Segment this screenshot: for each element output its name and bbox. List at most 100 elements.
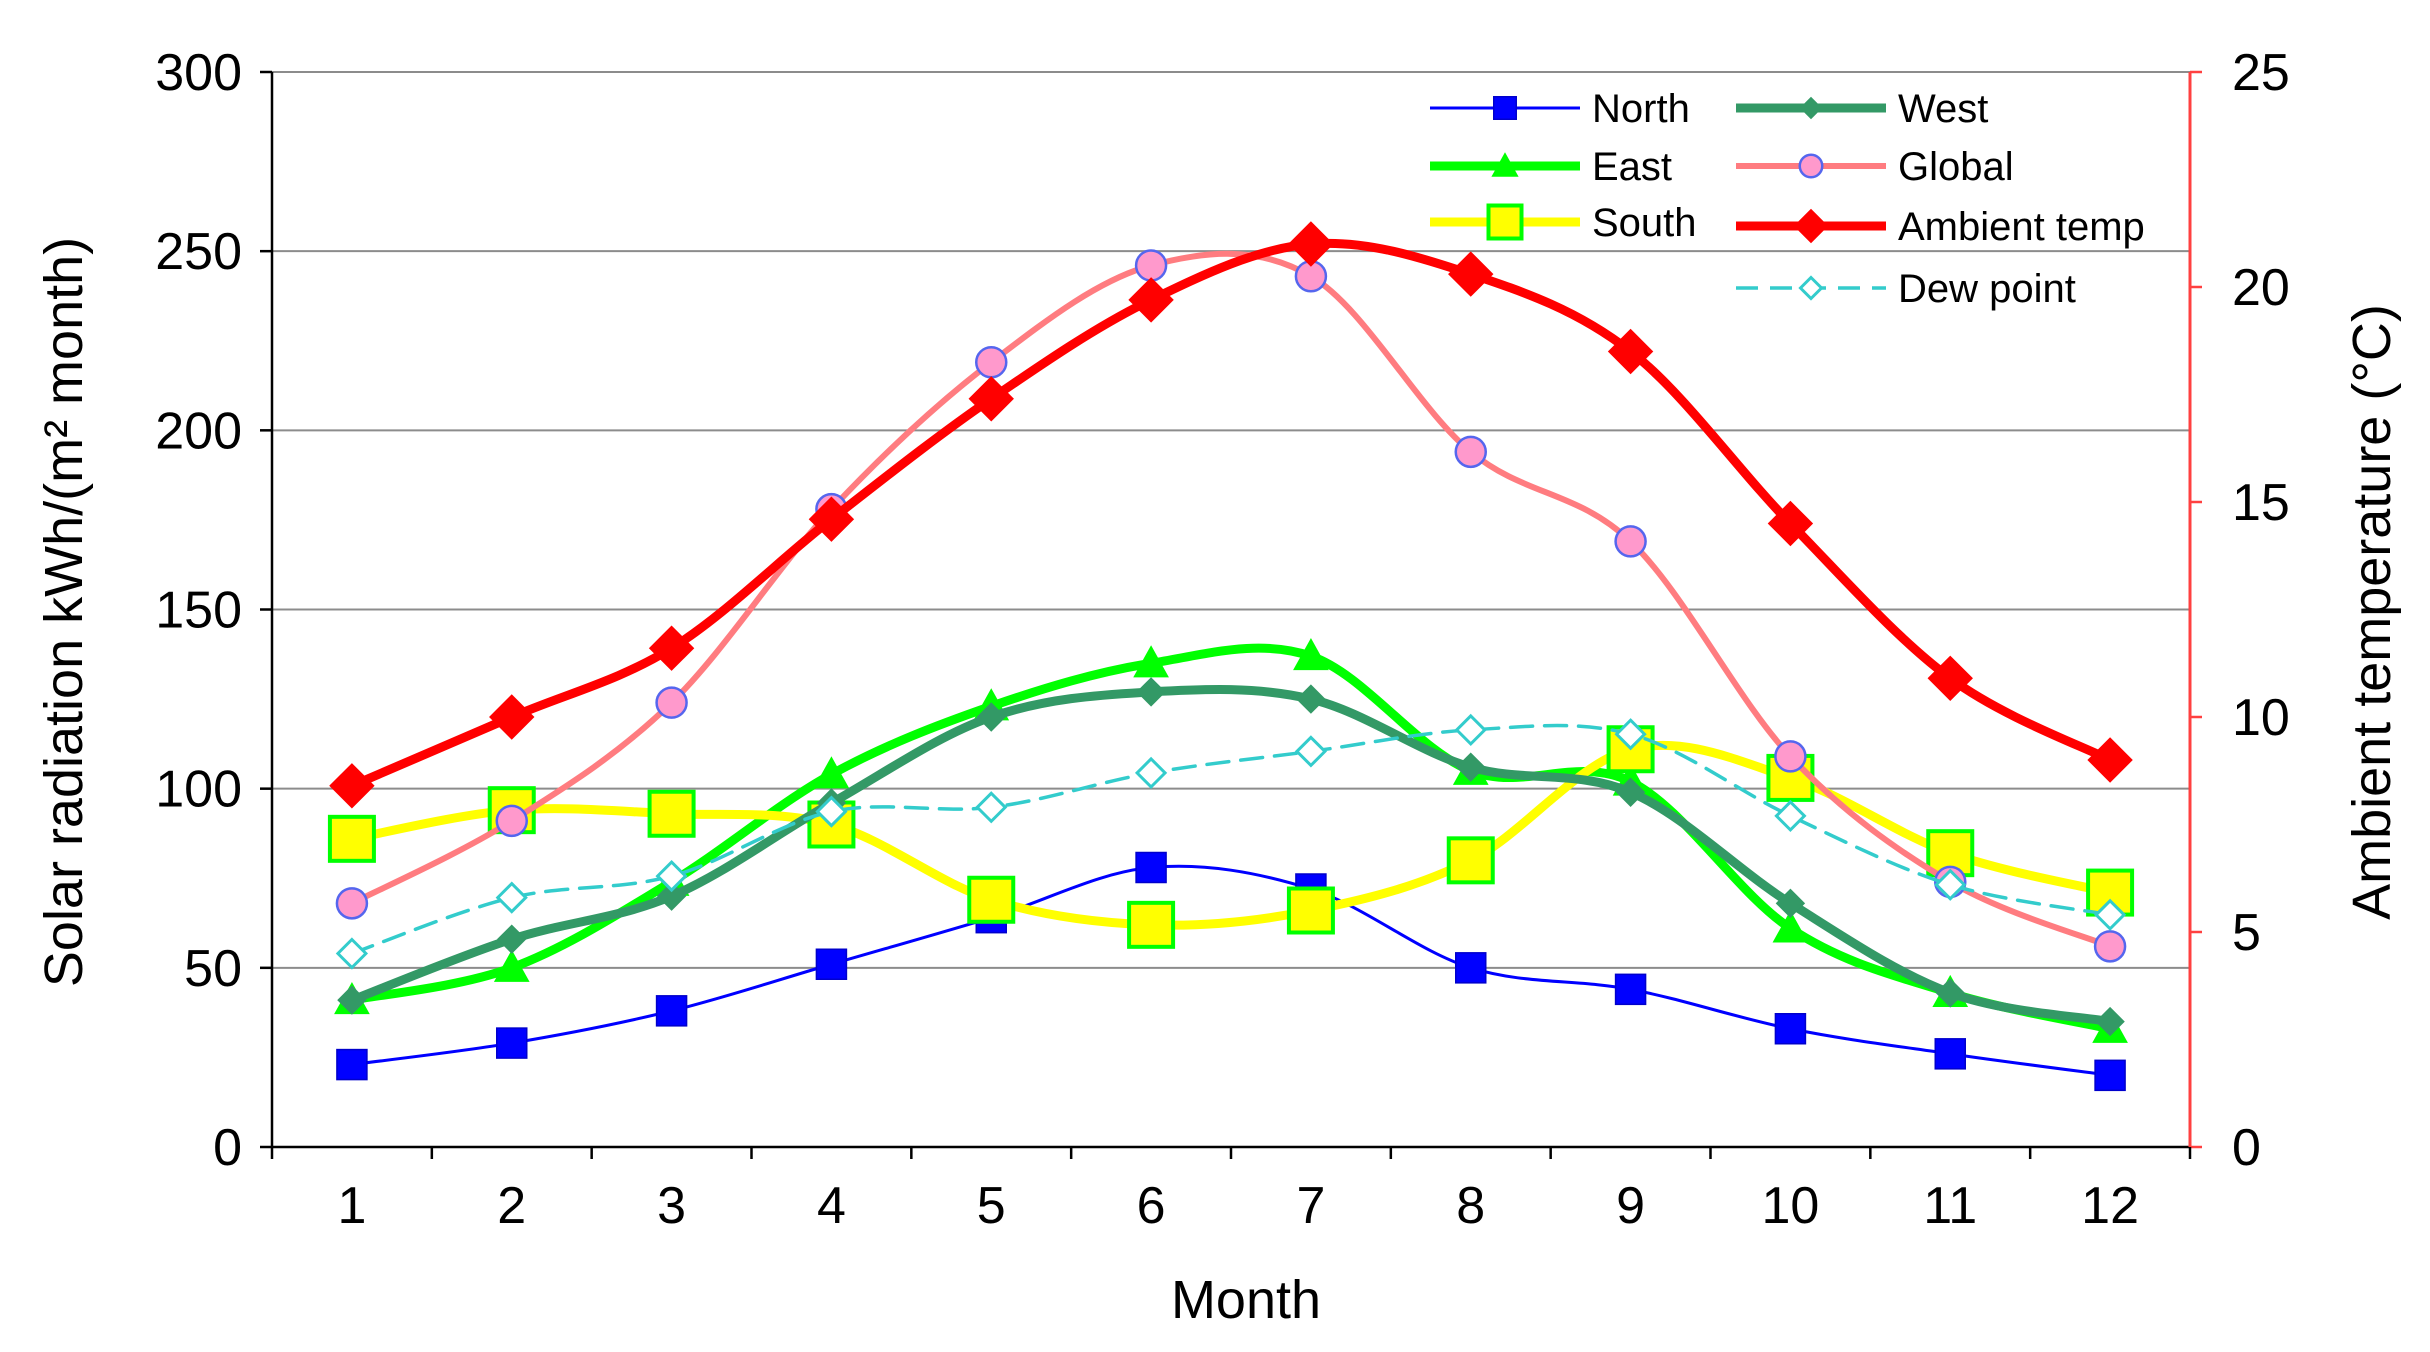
gridlines [272, 71, 2190, 969]
data-point [337, 985, 367, 1015]
legend-label: West [1898, 87, 1988, 131]
legend-item: Dew point [1736, 267, 2076, 311]
data-point [335, 937, 369, 970]
data-point [335, 887, 369, 920]
y-tick-label: 0 [213, 1119, 242, 1177]
data-point [1293, 638, 1329, 671]
y-tick-label: 300 [155, 44, 242, 102]
x-tick-label: 8 [1456, 1177, 1485, 1235]
data-point [327, 814, 376, 863]
data-point [1614, 718, 1647, 751]
y-tick-label: 100 [155, 761, 242, 819]
data-point [1454, 435, 1487, 469]
series-ambient-temp [329, 221, 2133, 809]
legend-marker [1793, 208, 1829, 244]
y-tick-label: 200 [155, 402, 242, 460]
legend: North East South West Global Ambient temp Dew … [1430, 87, 2145, 311]
data-point [1448, 251, 1494, 297]
data-point [489, 694, 535, 740]
legend-label: South [1592, 201, 1697, 245]
data-point [497, 924, 527, 954]
data-point [1454, 713, 1487, 747]
data-point [1296, 684, 1326, 714]
data-point [1294, 735, 1328, 768]
data-point [1288, 221, 1334, 267]
y2-tick-label: 0 [2232, 1119, 2261, 1177]
legend-marker [1798, 275, 1824, 301]
data-point [1775, 888, 1806, 919]
x-tick-label: 2 [497, 1177, 526, 1235]
series-line [347, 685, 2115, 1027]
legend-item: Ambient temp [1736, 205, 2145, 249]
x-tick-label: 11 [1923, 1177, 1977, 1235]
y2-tick-label: 20 [2232, 259, 2290, 317]
data-point [808, 496, 855, 542]
data-point [1614, 525, 1647, 558]
x-tick-label: 9 [1616, 1177, 1645, 1235]
legend-label: Ambient temp [1898, 205, 2145, 249]
y2-tick-label: 25 [2232, 44, 2290, 102]
data-point [495, 881, 528, 914]
y2-tick-label: 15 [2232, 474, 2290, 532]
data-point [1127, 900, 1176, 949]
y-axis-title: Solar radiation kWh/(m² month) [34, 237, 94, 987]
data-point [655, 859, 688, 893]
series-layer [327, 221, 2135, 1092]
data-point [815, 795, 848, 828]
data-point [1446, 836, 1495, 885]
data-point [655, 686, 688, 719]
legend-item: North [1430, 87, 1690, 131]
data-point [1134, 249, 1168, 282]
legend-item: Global [1736, 145, 2014, 189]
x-tick-label: 10 [1761, 1177, 1819, 1235]
x-tick-label: 6 [1137, 1177, 1166, 1235]
data-point [1136, 677, 1166, 707]
y-tick-label: 150 [155, 582, 242, 640]
legend-item: South [1430, 201, 1697, 245]
data-point [1927, 655, 1973, 702]
data-point [655, 995, 688, 1027]
data-point [1133, 645, 1169, 678]
x-tick-label: 5 [977, 1177, 1006, 1235]
series-north [336, 851, 2126, 1092]
series-west [337, 677, 2125, 1037]
data-point [813, 756, 850, 789]
data-point [2087, 737, 2133, 783]
data-point [336, 1048, 368, 1081]
legend-marker [1493, 96, 1517, 120]
data-point [1774, 799, 1807, 833]
legend-label: North [1592, 87, 1690, 131]
data-point [496, 1027, 528, 1059]
data-point [495, 804, 528, 838]
data-point [1774, 740, 1807, 773]
y-tick-label: 250 [155, 223, 242, 281]
x-tick-label: 3 [657, 1177, 686, 1235]
series-line [350, 723, 2112, 956]
x-tick-label: 12 [2081, 1177, 2139, 1235]
data-point [1615, 777, 1646, 807]
x-tick-label: 7 [1296, 1177, 1325, 1235]
data-point [967, 875, 1016, 924]
data-point [656, 881, 687, 911]
axes [260, 70, 2202, 1159]
data-point [2093, 898, 2127, 931]
legend-marker [1799, 96, 1823, 120]
data-point [1774, 1013, 1807, 1045]
data-point [975, 791, 1008, 824]
legend-item: West [1736, 87, 1988, 131]
data-point [1286, 886, 1335, 935]
data-point [1767, 500, 1814, 547]
data-point [1456, 752, 1486, 782]
legend-marker [1798, 153, 1824, 179]
data-point [2094, 1059, 2126, 1092]
y-tick-label: 50 [184, 940, 242, 998]
data-point [1614, 973, 1647, 1006]
data-point [976, 702, 1006, 732]
data-point [1607, 328, 1654, 375]
data-point [647, 789, 696, 838]
data-point [1455, 952, 1487, 984]
legend-label: Global [1898, 145, 2014, 189]
y2-tick-label: 10 [2232, 689, 2290, 747]
